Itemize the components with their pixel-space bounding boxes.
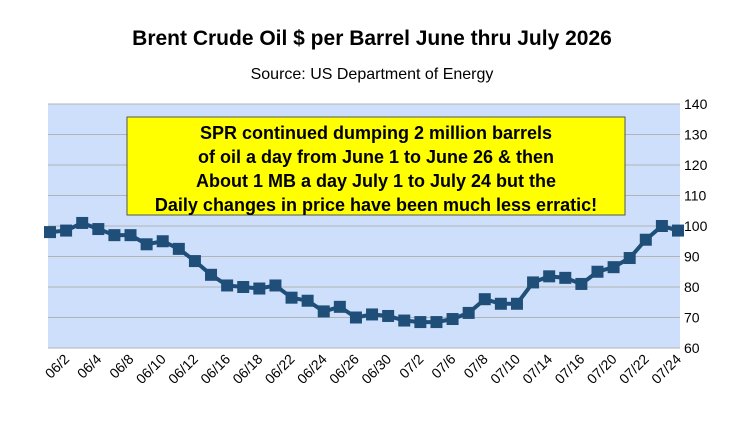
marks: [44, 216, 684, 329]
data-point: [221, 279, 234, 292]
y-tick-label: 130: [684, 127, 708, 143]
series-line: [49, 220, 679, 325]
y-tick-label: 60: [684, 340, 700, 356]
data-point: [591, 265, 604, 278]
data-point: [76, 216, 89, 229]
data-point: [156, 235, 169, 248]
data-point: [44, 226, 56, 239]
data-point: [623, 252, 636, 265]
data-point: [478, 293, 491, 306]
data-point: [108, 229, 121, 242]
y-tick-label: 120: [684, 157, 708, 173]
y-tick-label: 70: [684, 310, 700, 326]
data-point: [366, 308, 379, 321]
data-point: [510, 297, 523, 310]
data-point: [575, 277, 588, 290]
data-point: [269, 279, 282, 292]
data-point: [559, 271, 572, 284]
data-point: [639, 233, 652, 246]
chart-title: Brent Crude Oil $ per Barrel June thru J…: [132, 27, 612, 50]
data-point: [607, 261, 620, 274]
data-point: [672, 224, 684, 237]
data-point: [527, 276, 540, 289]
data-point: [349, 311, 362, 324]
data-point: [430, 316, 443, 329]
y-tick-label: 90: [684, 249, 700, 265]
data-point: [301, 294, 314, 307]
annotation-text: Daily changes in price have been much le…: [155, 195, 597, 215]
y-tick-label: 100: [684, 218, 708, 234]
data-point: [543, 270, 556, 283]
y-tick-label: 140: [684, 96, 708, 112]
y-tick-label: 80: [684, 279, 700, 295]
data-point: [140, 238, 153, 251]
data-point: [253, 282, 266, 295]
data-point: [655, 220, 668, 232]
data-point: [237, 281, 250, 293]
data-point: [333, 300, 346, 313]
annotation-text: SPR continued dumping 2 million barrels: [200, 123, 552, 143]
data-point: [60, 224, 73, 237]
data-point: [462, 306, 475, 319]
annotation: SPR continued dumping 2 million barrels o…: [126, 116, 626, 216]
data-point: [172, 242, 185, 255]
annotation-box: [126, 116, 626, 216]
data-point: [494, 297, 507, 310]
data-point: [205, 268, 218, 281]
data-point: [124, 229, 137, 242]
data-point: [188, 255, 201, 268]
data-point: [92, 223, 105, 236]
y-tick-label: 110: [684, 188, 707, 204]
annotation-text: of oil a day from June 1 to June 26 & th…: [198, 147, 554, 167]
data-point: [414, 316, 427, 329]
chart-subtitle: Source: US Department of Energy: [251, 66, 494, 83]
data-point: [317, 305, 330, 318]
annotation-text: About 1 MB a day July 1 to July 24 but t…: [196, 171, 556, 191]
data-point: [285, 291, 298, 304]
data-point: [382, 309, 395, 322]
data-point: [446, 313, 459, 326]
data-point: [398, 314, 411, 327]
